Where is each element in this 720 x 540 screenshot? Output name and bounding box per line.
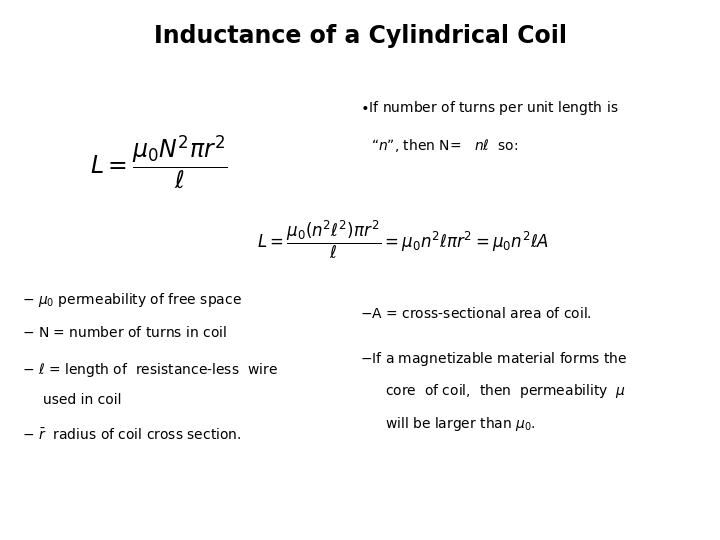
Text: will be larger than $\mu_0$.: will be larger than $\mu_0$.: [385, 415, 536, 433]
Text: $\bullet$If number of turns per unit length is: $\bullet$If number of turns per unit len…: [360, 99, 618, 117]
Text: $-$If a magnetizable material forms the: $-$If a magnetizable material forms the: [360, 350, 627, 368]
Text: $-\ \bar{r}\ $ radius of coil cross section.: $-\ \bar{r}\ $ radius of coil cross sect…: [22, 427, 241, 443]
Text: “$n$”, then N=   $n\ell$  so:: “$n$”, then N= $n\ell$ so:: [371, 137, 518, 154]
Text: Inductance of a Cylindrical Coil: Inductance of a Cylindrical Coil: [153, 24, 567, 48]
Text: $L = \dfrac{\mu_0 N^2 \pi r^2}{\ell}$: $L = \dfrac{\mu_0 N^2 \pi r^2}{\ell}$: [90, 133, 227, 191]
Text: $-$ N = number of turns in coil: $-$ N = number of turns in coil: [22, 325, 227, 340]
Text: $-\ \mu_0$ permeability of free space: $-\ \mu_0$ permeability of free space: [22, 291, 241, 309]
Text: $-$A = cross-sectional area of coil.: $-$A = cross-sectional area of coil.: [360, 306, 592, 321]
Text: $-\ \ell$ = length of  resistance-less  wire: $-\ \ell$ = length of resistance-less wi…: [22, 361, 278, 379]
Text: used in coil: used in coil: [43, 393, 122, 407]
Text: $L = \dfrac{\mu_0 (n^2\ell^2)\pi r^2}{\ell} = \mu_0 n^2 \ell \pi r^2 = \mu_0 n^2: $L = \dfrac{\mu_0 (n^2\ell^2)\pi r^2}{\e…: [257, 219, 549, 261]
Text: core  of coil,  then  permeability  $\mu$: core of coil, then permeability $\mu$: [385, 382, 626, 401]
